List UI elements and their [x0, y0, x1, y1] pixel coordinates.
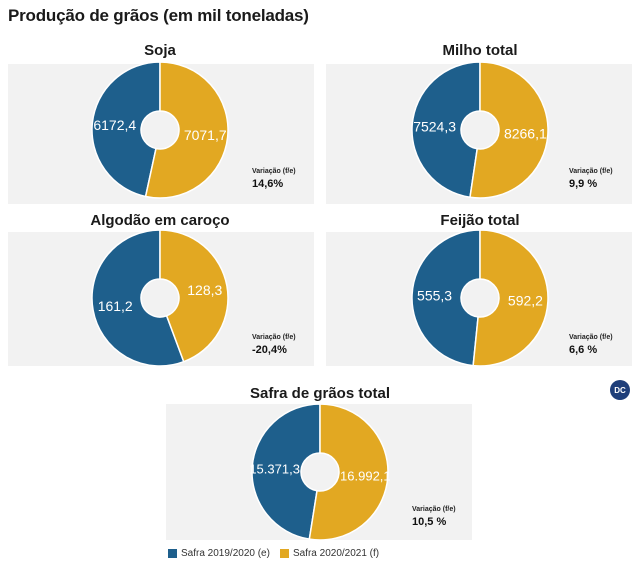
variation-label-total: Variação (f/e) — [412, 506, 456, 513]
data-label-total-2019: 15.371,3 — [249, 461, 300, 476]
legend-item-2021: Safra 2020/2021 (f) — [279, 548, 380, 559]
legend: Safra 2019/2020 (e) Safra 2020/2021 (f) — [168, 548, 389, 559]
donut-chart-algodao: 161,2 128,3 — [91, 229, 229, 367]
chart-title-soja: Soja — [144, 42, 176, 59]
slice-total-2021 — [308, 403, 389, 541]
variation-value-soja: 14,6% — [252, 178, 284, 190]
page-title: Produção de grãos (em mil toneladas) — [8, 6, 309, 25]
legend-swatch-2021 — [279, 549, 289, 558]
data-label-feijao-2021: 592,2 — [508, 292, 543, 308]
chart-title-feijao: Feijão total — [440, 212, 520, 229]
variation-label-algodao: Variação (f/e) — [252, 334, 296, 341]
variation-label-feijao: Variação (f/e) — [569, 334, 613, 341]
donut-chart-milho: 7524,3 8266,1 — [411, 61, 549, 199]
legend-label-2019: Safra 2019/2020 (e) — [181, 548, 270, 559]
variation-label-soja: Variação (f/e) — [252, 168, 296, 175]
slice-milho-2019 — [411, 61, 481, 199]
slice-soja-2019 — [91, 61, 161, 198]
variation-value-total: 10,5 % — [412, 516, 447, 528]
data-label-soja-2019: 6172,4 — [93, 117, 136, 133]
variation-label-milho: Variação (f/e) — [569, 168, 613, 175]
legend-label-2021: Safra 2020/2021 (f) — [292, 548, 380, 559]
slice-total-2019 — [251, 403, 321, 541]
slice-algodao-2021 — [159, 229, 229, 363]
chart-title-milho: Milho total — [442, 42, 518, 59]
data-label-total-2021: 16.992,1 — [340, 469, 391, 484]
chart-title-algodao: Algodão em caroço — [90, 212, 230, 229]
slice-feijao-2021 — [472, 229, 549, 367]
donut-chart-soja: 6172,4 7071,7 — [91, 61, 229, 199]
chart-title-total: Safra de grãos total — [249, 385, 391, 402]
data-label-soja-2021: 7071,7 — [184, 127, 227, 143]
data-label-milho-2019: 7524,3 — [413, 119, 456, 135]
donut-chart-feijao: 555,3 592,2 — [411, 229, 549, 367]
dc-logo: DC — [610, 380, 630, 400]
legend-item-2019: Safra 2019/2020 (e) — [168, 548, 270, 559]
legend-swatch-2019 — [168, 549, 177, 558]
donut-chart-total: 15.371,3 16.992,1 — [249, 403, 391, 541]
variation-value-feijao: 6,6 % — [569, 344, 598, 356]
data-label-milho-2021: 8266,1 — [504, 125, 547, 141]
variation-value-milho: 9,9 % — [569, 178, 598, 190]
data-label-algodao-2019: 161,2 — [98, 298, 133, 314]
variation-value-algodao: -20,4% — [252, 344, 287, 356]
slice-feijao-2019 — [411, 229, 481, 367]
data-label-algodao-2021: 128,3 — [187, 282, 222, 298]
slice-soja-2021 — [144, 61, 229, 199]
slice-milho-2021 — [469, 61, 549, 199]
data-label-feijao-2019: 555,3 — [417, 288, 452, 304]
slice-algodao-2019 — [91, 229, 185, 367]
